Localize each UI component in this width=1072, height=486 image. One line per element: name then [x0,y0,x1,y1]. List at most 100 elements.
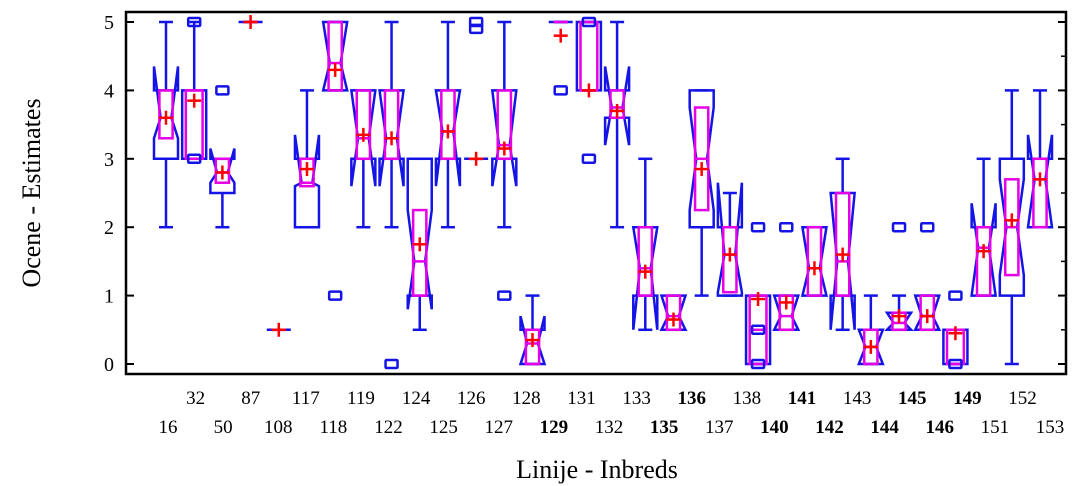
category-label-153: 153 [1036,417,1065,438]
category-label-149: 149 [953,388,982,409]
outlier-marker [891,221,907,233]
category-label-131: 131 [567,388,596,409]
box-117 [266,322,291,337]
category-label-16: 16 [159,417,178,438]
box-122 [349,89,377,229]
category-label-137: 137 [705,417,734,438]
box-body [1026,134,1054,229]
box-16 [152,20,180,229]
category-label-151: 151 [981,417,1010,438]
outlier-marker [468,23,484,35]
category-label-145: 145 [898,388,927,409]
category-label-140: 140 [760,417,789,438]
median-band [355,89,372,161]
outlier-marker [327,290,343,301]
outlier-marker [215,85,230,96]
y-tick-label: 3 [104,149,114,171]
outlier-marker [750,324,766,336]
box-body [406,157,433,310]
category-label-152: 152 [1008,388,1037,409]
median-band [975,225,992,297]
median-band [411,208,428,297]
category-label-108: 108 [264,417,293,438]
box-119 [321,20,349,301]
outlier-marker [186,153,202,165]
box-137 [659,294,688,332]
box-125 [406,157,433,332]
y-axis: 0 1 2 3 4 5 [104,12,1066,376]
category-label-144: 144 [870,417,899,438]
outlier-marker [581,153,597,165]
box-152b [998,89,1026,366]
y-tick-label: 4 [104,80,114,102]
median-band [327,20,344,92]
box-body [518,315,547,366]
median-band [665,294,682,332]
box-152 [970,157,998,297]
box-141 [744,221,772,370]
category-label-129: 129 [540,417,569,438]
box-146 [884,221,914,332]
category-label-133: 133 [622,388,651,409]
box-153 [1026,89,1054,229]
plot-frame [124,10,1068,376]
category-label-126: 126 [457,388,486,409]
category-label-118: 118 [319,417,347,438]
median-band [158,89,174,140]
median-band [722,225,738,294]
median-band [834,191,851,297]
box-144 [829,157,857,332]
median-band [637,225,654,297]
outlier-marker [581,16,597,28]
box-135 [603,20,631,229]
box-50 [209,85,236,229]
category-label-117: 117 [292,388,320,409]
category-label-122: 122 [374,417,403,438]
median-band [919,294,936,332]
median-band [579,20,599,92]
y-tick-label: 5 [104,12,114,34]
box-129 [518,294,547,366]
box-87 [238,15,263,29]
y-tick-label: 0 [104,354,114,376]
box-126 [434,20,462,229]
category-label-32: 32 [186,388,205,409]
outlier-marker [750,358,766,370]
box-140 [716,182,744,297]
box-133 [575,16,603,165]
outlier-marker [497,290,512,301]
category-label-141: 141 [788,388,817,409]
category-label-142: 142 [815,417,844,438]
category-label-125: 125 [429,417,458,438]
box-131 [548,20,573,96]
box-149 [913,221,942,332]
category-label-127: 127 [485,417,514,438]
median-band [496,89,513,161]
x-axis-title: Linije - Inbreds [516,455,678,484]
y-tick-label: 2 [104,217,114,239]
category-label-132: 132 [595,417,624,438]
median-band [806,225,823,297]
category-label-50: 50 [214,417,233,438]
category-label-119: 119 [347,388,375,409]
y-axis-title: Ocene - Estimates [17,98,46,287]
outlier-marker [186,16,202,28]
outlier-marker [779,221,794,233]
y-tick-label: 1 [104,286,114,308]
median-band [524,328,541,366]
box-136 [631,157,659,332]
median-band [1032,157,1048,229]
box-124 [378,20,405,370]
median-band [440,89,456,161]
category-label-136: 136 [677,388,706,409]
outlier-marker [919,221,935,233]
outlier-marker [750,221,766,233]
box-138 [688,89,715,297]
box-128 [490,20,518,301]
outlier-marker [553,85,568,96]
outlier-marker [384,358,399,370]
box-127 [464,16,489,166]
outlier-marker [948,290,963,301]
